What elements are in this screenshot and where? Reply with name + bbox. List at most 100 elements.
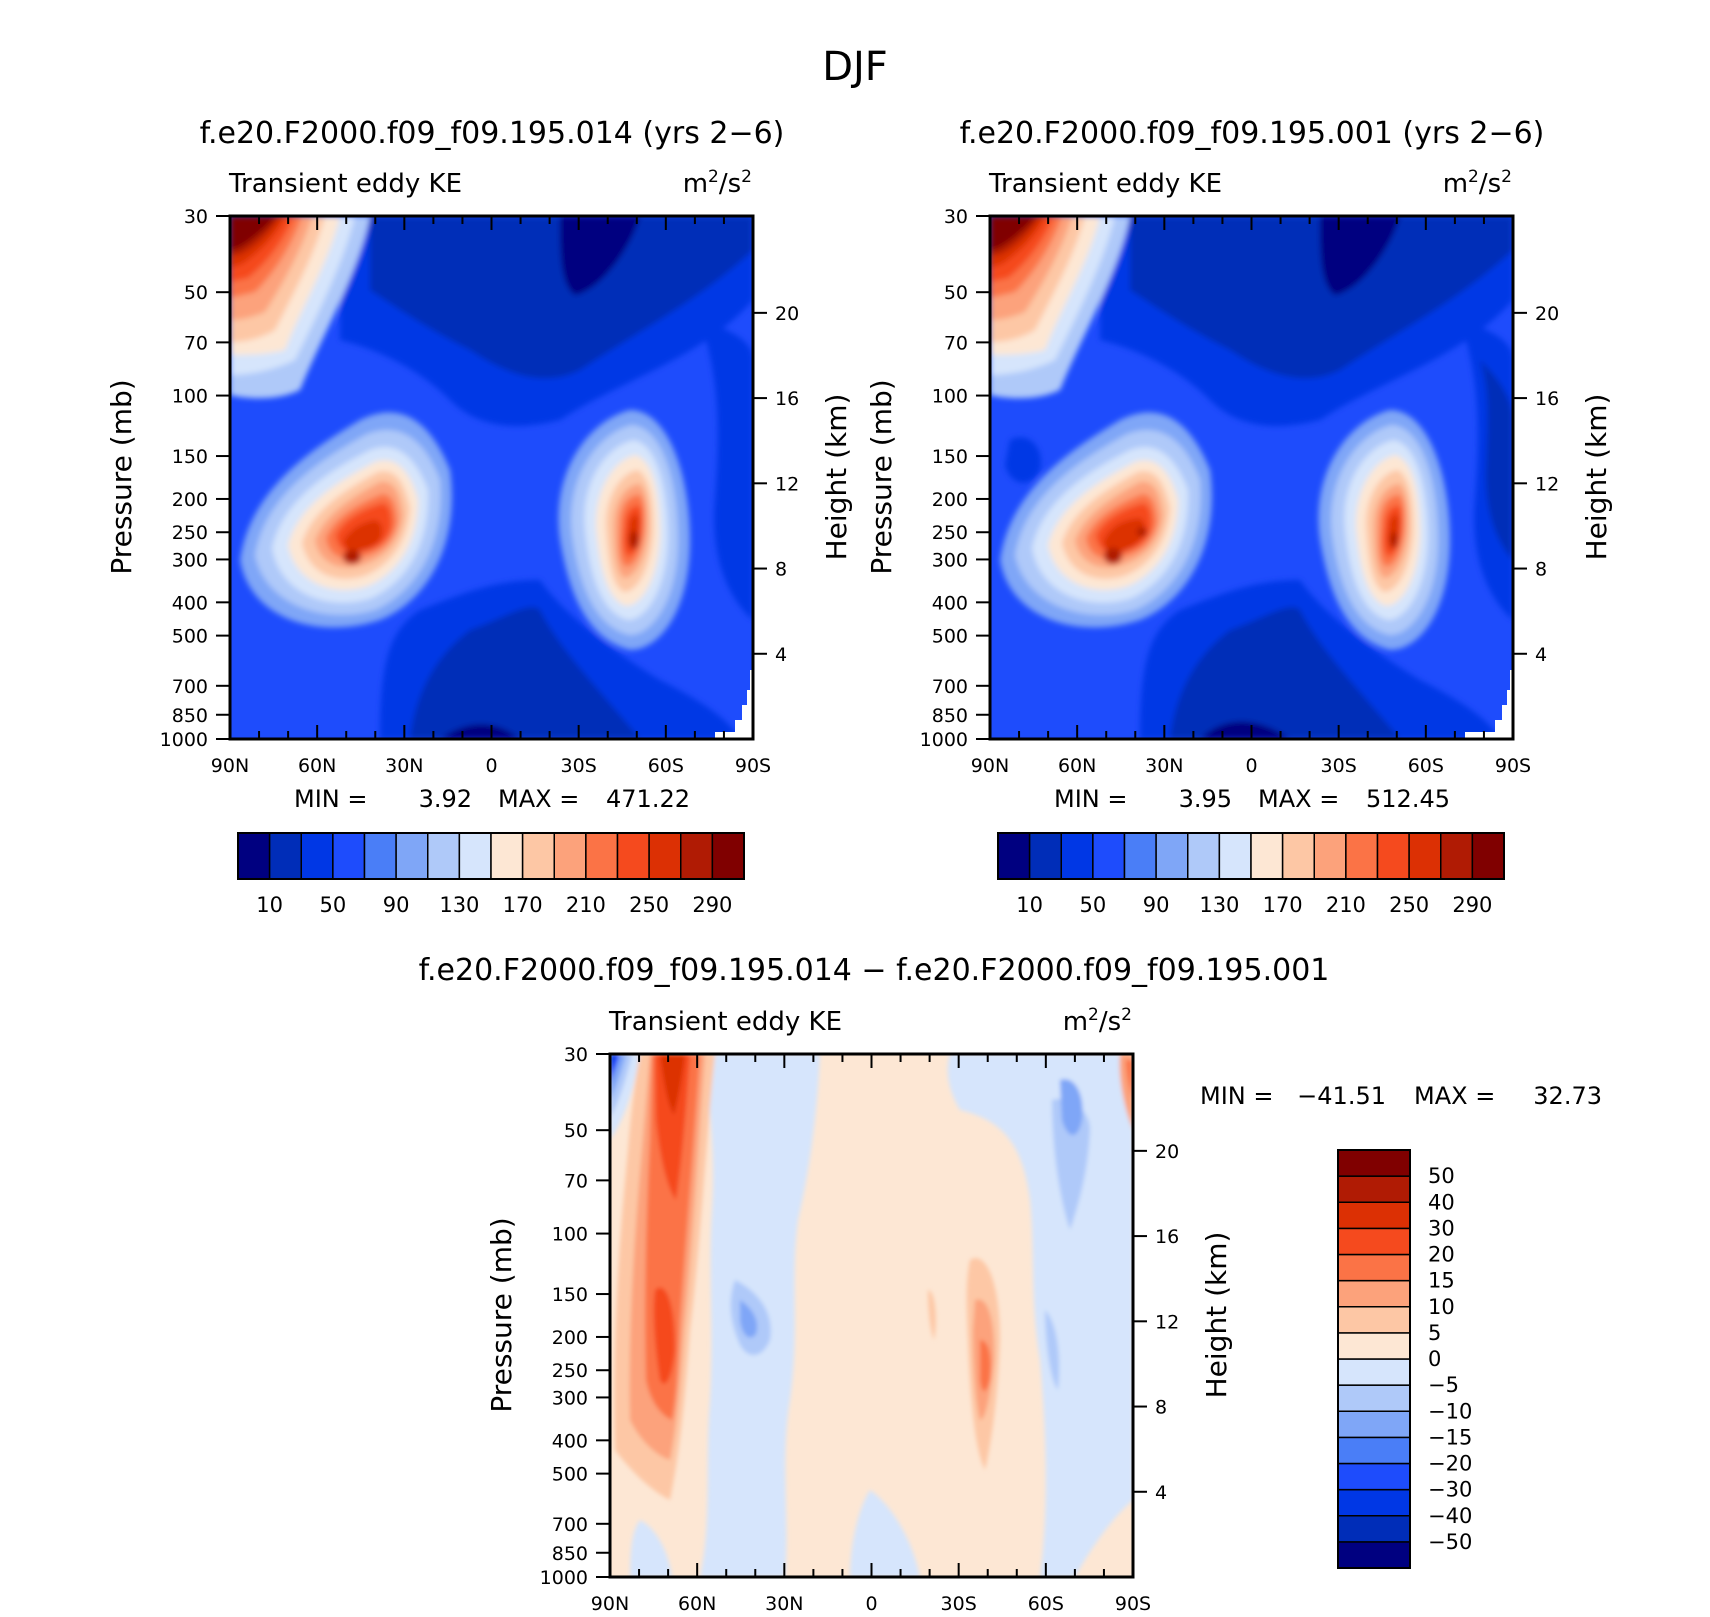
y-tick-label: 70 <box>184 332 208 354</box>
colorbar-label: −30 <box>1428 1478 1472 1502</box>
colorbar-swatch <box>363 832 397 880</box>
colorbar-swatch <box>268 832 302 880</box>
y-tick-label: 150 <box>552 1284 588 1306</box>
min-label: MIN = <box>1054 785 1127 813</box>
y-tick-label: 850 <box>552 1543 588 1565</box>
x-tick-label: 30N <box>765 1593 803 1615</box>
y-tick-label: 850 <box>932 705 968 727</box>
y-tick-label: 1000 <box>540 1567 588 1589</box>
units-label: m2/s2 <box>1443 167 1512 199</box>
y-tick-label: 700 <box>172 676 208 698</box>
colorbar-swatch <box>711 832 745 880</box>
colorbar-swatch <box>1092 832 1126 880</box>
x-tick-label: 60S <box>648 755 684 777</box>
colorbar-swatch <box>553 832 587 880</box>
height-axis: 20 16 12 8 4 <box>1513 303 1559 666</box>
panel-run-001: f.e20.F2000.f09_f09.195.001 (yrs 2−6) Tr… <box>865 116 1613 917</box>
variable-label: Transient eddy KE <box>988 169 1222 199</box>
colorbar-swatch <box>1337 1541 1411 1569</box>
y-tick-label: 500 <box>172 626 208 648</box>
height-tick-label: 16 <box>775 388 799 410</box>
y-axis-title: Pressure (mb) <box>485 1217 518 1412</box>
y-tick-label: 200 <box>552 1327 588 1349</box>
height-tick-label: 12 <box>1535 473 1559 495</box>
max-value: 512.45 <box>1366 785 1450 813</box>
y-tick-label: 400 <box>552 1430 588 1452</box>
x-tick-label: 60S <box>1028 1593 1064 1615</box>
colorbar-label: 10 <box>256 893 283 917</box>
colorbar-label: 20 <box>1428 1243 1455 1267</box>
x-tick-label: 60N <box>1058 755 1096 777</box>
colorbar-frame <box>997 832 1505 880</box>
colorbar-frame <box>237 832 745 880</box>
units-sup: 2 <box>1468 167 1479 187</box>
colorbar-swatch <box>1440 832 1474 880</box>
x-tick-label: 30S <box>1321 755 1357 777</box>
x-tick-label: 0 <box>865 1593 877 1615</box>
colorbar-swatch <box>1337 1384 1411 1412</box>
x-tick-label: 30N <box>1145 755 1183 777</box>
colorbar-label: 90 <box>1143 893 1170 917</box>
colorbar-label: −5 <box>1428 1373 1459 1397</box>
colorbar-label: 130 <box>1199 893 1239 917</box>
colorbar-label: 0 <box>1428 1347 1441 1371</box>
x-axis: 90N 60N 30N 0 30S 60S 90S <box>971 216 1531 777</box>
x-tick-label: 60N <box>298 755 336 777</box>
colorbar-label: 210 <box>566 893 606 917</box>
colorbar-swatch <box>1337 1410 1411 1439</box>
x-tick-label: 60N <box>678 1593 716 1615</box>
y-tick-label: 150 <box>932 446 968 468</box>
colorbar-label: 50 <box>320 893 347 917</box>
height-axis: 20 16 12 8 4 <box>753 303 799 666</box>
colorbar-swatch <box>490 832 524 880</box>
x-axis: 90N 60N 30N 0 30S 60S 90S <box>591 1054 1151 1615</box>
height-tick-label: 16 <box>1155 1226 1179 1248</box>
height-axis: 20 16 12 8 4 <box>1133 1141 1179 1504</box>
x-tick-label: 60S <box>1408 755 1444 777</box>
colorbar-swatch <box>1337 1201 1411 1230</box>
colorbar-swatch <box>1250 832 1284 880</box>
colorbar-label: −40 <box>1428 1504 1472 1528</box>
y-tick-label: 30 <box>564 1044 588 1066</box>
y-tick-label: 30 <box>944 206 968 228</box>
colorbar-swatch <box>1337 1306 1411 1334</box>
units-base: m <box>683 169 708 199</box>
y-tick-label: 300 <box>552 1387 588 1409</box>
colorbar-label: 250 <box>629 893 669 917</box>
x-tick-label: 90N <box>591 1593 629 1615</box>
height-axis-title: Height (km) <box>1200 1232 1233 1399</box>
panel-title: f.e20.F2000.f09_f09.195.014 (yrs 2−6) <box>200 116 785 151</box>
min-value: 3.92 <box>419 785 472 813</box>
colorbar-swatch <box>1028 832 1062 880</box>
contour-field <box>230 216 753 739</box>
colorbar-swatch <box>616 832 650 880</box>
x-tick-label: 90S <box>1495 755 1531 777</box>
x-tick-label: 30S <box>561 755 597 777</box>
colorbar-label: 40 <box>1428 1190 1455 1214</box>
contour-field <box>990 216 1513 739</box>
colorbar-swatch <box>1060 832 1094 880</box>
height-tick-label: 20 <box>1155 1141 1179 1163</box>
max-label: MAX = <box>1258 785 1339 813</box>
y-tick-label: 250 <box>172 522 208 544</box>
colorbar-label: 290 <box>692 893 732 917</box>
units-sup2: 2 <box>741 167 752 187</box>
colorbar-swatch <box>1337 1332 1411 1360</box>
y-tick-label: 200 <box>932 489 968 511</box>
colorbar-swatch <box>1337 1253 1411 1282</box>
y-axis-title: Pressure (mb) <box>105 379 138 574</box>
variable-label: Transient eddy KE <box>608 1007 842 1037</box>
x-tick-label: 90S <box>1115 1593 1151 1615</box>
y-tick-label: 50 <box>184 282 208 304</box>
figure-title: DJF <box>822 44 888 90</box>
y-tick-label: 70 <box>944 332 968 354</box>
min-label: MIN = <box>294 785 367 813</box>
colorbar: 10 50 90 130 170 210 250 290 <box>997 832 1505 917</box>
colorbar-label: 170 <box>1263 893 1303 917</box>
colorbar-swatch <box>237 832 271 880</box>
colorbar-swatch <box>680 832 714 880</box>
y-axis-title: Pressure (mb) <box>865 379 898 574</box>
